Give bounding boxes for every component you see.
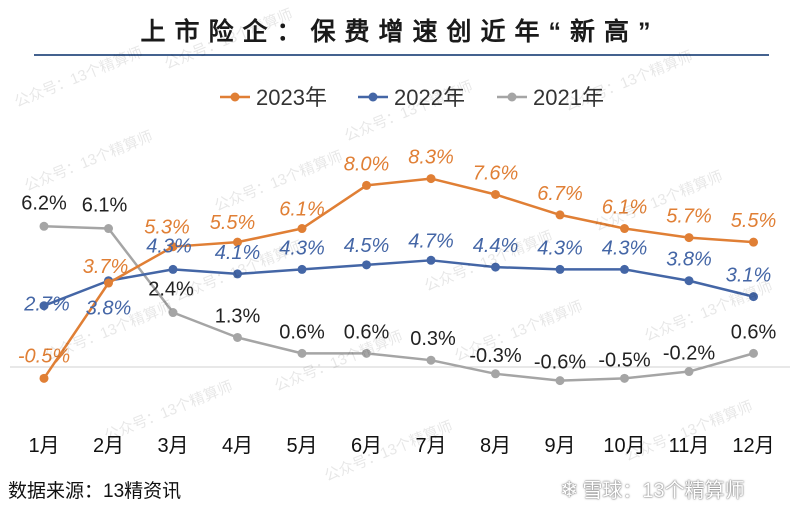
source-note: 数据来源：13精资讯 (8, 481, 182, 502)
data-label: 4.1% (215, 242, 261, 264)
data-label: 6.1% (602, 197, 648, 219)
data-label: 5.5% (210, 212, 256, 234)
data-label: 4.7% (408, 230, 454, 252)
data-point (104, 224, 113, 234)
data-point (233, 237, 242, 247)
series-line (42, 177, 754, 380)
data-label: 0.6% (344, 321, 390, 343)
data-point (749, 292, 758, 302)
data-point (168, 242, 178, 252)
data-point (362, 260, 371, 270)
data-label: 3.1% (726, 265, 772, 287)
legend-swatch-marker (230, 92, 240, 102)
data-label: 6.7% (537, 183, 583, 205)
chart-title: 上市险企：保费增速创近年“新高” (140, 18, 660, 46)
series-line (43, 259, 754, 307)
data-point (39, 373, 49, 383)
data-label: 3.8% (86, 298, 132, 320)
data-point (39, 221, 49, 231)
data-label: 8.3% (408, 147, 454, 169)
data-point (620, 373, 629, 383)
data-label: 7.6% (473, 162, 519, 184)
x-tick-label: 4月 (222, 435, 253, 457)
legend-swatch-marker (507, 92, 517, 102)
snowball-logo-icon: ❄ (560, 477, 579, 502)
data-label: 6.2% (21, 192, 67, 214)
data-point (297, 264, 307, 274)
data-point (620, 264, 629, 274)
data-point (491, 369, 500, 379)
data-label: 6.1% (279, 199, 325, 221)
x-tick-label: 11月 (669, 435, 710, 457)
line-chart: 1月 2月 3月 4月 5月 6月 7月 8月 9月 10月 11月 12月 2023年 2022年 202… (10, 85, 790, 457)
data-point (362, 180, 371, 190)
data-point (426, 174, 436, 184)
data-label: 5.3% (144, 217, 190, 239)
data-label: -0.2% (663, 343, 715, 365)
data-point (555, 376, 565, 386)
data-label: -0.3% (469, 345, 521, 367)
x-tick-label: 10月 (603, 435, 645, 457)
data-label: 0.6% (279, 321, 325, 343)
data-label: -0.6% (534, 352, 586, 374)
data-point (491, 189, 500, 199)
data-point (749, 237, 758, 247)
brand-text: 雪球：13个精算师 (582, 480, 745, 502)
title-underline (34, 54, 769, 56)
data-label: 4.5% (344, 235, 390, 257)
x-tick-label: 1月 (28, 435, 59, 457)
x-tick-label: 7月 (415, 435, 446, 457)
data-label: 2.4% (148, 279, 194, 301)
data-point (233, 332, 242, 342)
data-point (297, 348, 307, 358)
data-label: 2.7% (23, 294, 70, 316)
data-point (684, 233, 694, 243)
x-tick-label: 2月 (93, 435, 124, 457)
data-point (555, 210, 565, 220)
data-label: 6.1% (82, 195, 128, 217)
data-label: 5.5% (731, 210, 777, 232)
data-point (426, 255, 436, 265)
data-label: 0.3% (410, 328, 456, 350)
data-point (749, 348, 758, 358)
data-label: 4.3% (537, 237, 583, 259)
brand-watermark: ❄ 雪球：13个精算师 (560, 474, 745, 503)
data-point (168, 308, 178, 318)
legend-swatch-marker (368, 92, 378, 102)
data-point (684, 276, 694, 286)
data-point (297, 224, 307, 234)
data-point (39, 301, 49, 311)
x-tick-label: 5月 (286, 435, 317, 457)
x-tick-label: 8月 (480, 435, 511, 457)
data-point (555, 264, 565, 274)
data-label: 4.3% (602, 237, 648, 259)
legend-label: 2023年 (256, 85, 327, 110)
legend-label: 2022年 (394, 85, 465, 110)
data-label: -0.5% (18, 345, 70, 367)
x-tick-label: 12月 (732, 435, 774, 457)
legend-label: 2021年 (533, 85, 604, 110)
data-label: 4.3% (146, 235, 192, 257)
data-point (426, 355, 436, 365)
data-label: 3.7% (83, 256, 129, 278)
data-label: 5.7% (666, 206, 712, 228)
x-tick-label: 3月 (157, 435, 188, 457)
data-label: 4.3% (279, 237, 325, 259)
x-tick-label: 9月 (544, 435, 575, 457)
data-point (684, 367, 694, 377)
data-label: 4.4% (473, 235, 519, 257)
data-label: 3.8% (666, 249, 712, 271)
data-point (362, 348, 371, 358)
data-label: -0.5% (598, 349, 650, 371)
data-label: 0.6% (731, 321, 777, 343)
data-label: 8.0% (344, 153, 390, 175)
data-point (233, 269, 242, 279)
series-line (43, 225, 754, 382)
data-point (491, 262, 500, 272)
data-point (620, 224, 629, 234)
data-point (104, 278, 113, 288)
data-point (168, 264, 178, 274)
data-label: 1.3% (215, 305, 261, 327)
x-tick-label: 6月 (351, 435, 382, 457)
